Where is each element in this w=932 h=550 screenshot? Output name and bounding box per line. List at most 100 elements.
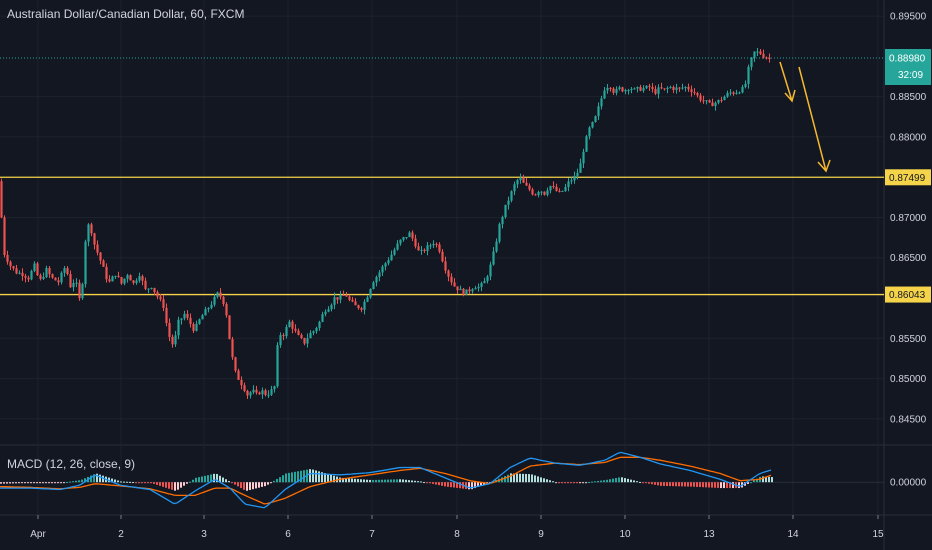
candle-body (264, 390, 267, 395)
candle-body (258, 392, 261, 395)
candle-body (465, 289, 468, 295)
macd-histogram-bar (162, 482, 164, 487)
x-tick-label: 8 (454, 529, 460, 540)
macd-histogram-bar (615, 478, 617, 483)
macd-histogram-bar (144, 482, 146, 484)
candle-body (303, 338, 306, 344)
macd-histogram-bar (690, 482, 692, 487)
candle-body (96, 244, 99, 253)
macd-histogram-bar (567, 482, 569, 484)
macd-histogram-bar (738, 482, 740, 489)
macd-histogram-bar (150, 482, 152, 484)
forecast-arrow-long (798, 66, 827, 172)
macd-histogram-bar (384, 479, 386, 483)
candle-body (597, 106, 600, 117)
candle-body (549, 186, 552, 191)
candle-body (123, 278, 126, 284)
forecast-arrow-short-head (784, 89, 796, 103)
macd-histogram-bar (312, 469, 314, 483)
macd-histogram-bar (675, 482, 677, 487)
macd-histogram-bar (270, 482, 272, 484)
candle-body (309, 332, 312, 339)
candle-body (762, 53, 765, 58)
macd-histogram-bar (36, 482, 38, 484)
macd-histogram-bar (177, 482, 179, 490)
macd-histogram-bar (348, 478, 350, 483)
macd-histogram-bar (159, 482, 161, 486)
macd-histogram-bar (174, 482, 176, 491)
candle-body (147, 288, 150, 290)
candle-body (330, 304, 333, 310)
candle-body (255, 389, 258, 393)
forecast-arrow-long-head (817, 159, 831, 173)
candle-body (390, 254, 393, 261)
candle-body (585, 136, 588, 152)
candle-body (291, 321, 294, 329)
candle-body (168, 322, 171, 337)
candle-body (684, 86, 687, 88)
macd-histogram-bar (99, 474, 101, 483)
macd-histogram-bar (24, 482, 26, 484)
macd-histogram-bar (345, 478, 347, 483)
candle-body (63, 268, 66, 273)
candle-body (747, 66, 750, 84)
macd-title: MACD (12, 26, close, 9) (7, 457, 136, 471)
price-axis[interactable]: 0.89500 0.88500 0.88000 0.87000 0.86500 0.855… (885, 12, 931, 489)
candle-body (114, 275, 117, 277)
macd-histogram-bar (387, 479, 389, 483)
candle-body (570, 180, 573, 182)
macd-histogram-bar (0, 482, 2, 484)
candle-body (195, 323, 198, 331)
candle-body (204, 309, 207, 316)
candle-body (342, 294, 345, 296)
macd-histogram-bar (510, 473, 512, 483)
candle-body (420, 249, 423, 251)
candle-body (753, 51, 756, 58)
candle-body (351, 299, 354, 302)
countdown-label: 32:09 (898, 70, 923, 81)
macd-histogram-bar (273, 480, 275, 483)
macd-histogram-bar (423, 482, 425, 484)
macd-histogram-bar (300, 470, 302, 483)
candle-body (636, 86, 639, 89)
price-levels (0, 57, 884, 296)
candle-body (69, 274, 72, 288)
macd-histogram-bar (453, 482, 455, 488)
macd-histogram-bar (576, 482, 578, 484)
candle-body (51, 274, 54, 278)
candle-body (162, 299, 165, 308)
candle-body (318, 321, 321, 328)
macd-histogram-bar (531, 474, 533, 483)
y-tick-label: 0.87000 (890, 213, 927, 224)
candle-body (468, 289, 471, 292)
macd-histogram-bar (456, 482, 458, 488)
macd-histogram-bar (717, 482, 719, 488)
candle-body (720, 99, 723, 101)
candle-body (456, 286, 459, 291)
candle-body (522, 177, 525, 183)
candle-body (237, 370, 240, 380)
candle-body (690, 89, 693, 93)
macd-histogram-bar (750, 482, 752, 484)
macd-histogram-bar (666, 482, 668, 487)
candle-body (474, 288, 477, 290)
candle-body (423, 249, 426, 252)
macd-histogram-bar (108, 477, 110, 483)
macd-histogram-bar (126, 481, 128, 483)
macd-histogram-bar (228, 481, 230, 483)
macd-histogram-bar (693, 482, 695, 487)
time-axis[interactable]: Apr 2 3 6 7 8 9 10 13 14 15 (30, 515, 884, 540)
macd-histogram-bar (678, 482, 680, 487)
current-price-tag (885, 48, 931, 85)
candle-body (735, 92, 738, 94)
macd-histogram-bar (288, 472, 290, 483)
macd-histogram-bar (135, 482, 137, 484)
candle-body (738, 92, 741, 94)
candle-body (372, 282, 375, 289)
candle-body (435, 244, 438, 246)
candle-body (672, 86, 675, 91)
candle-body (33, 263, 36, 272)
candle-body (348, 296, 351, 300)
candle-body (660, 87, 663, 89)
candle-body (0, 181, 3, 218)
